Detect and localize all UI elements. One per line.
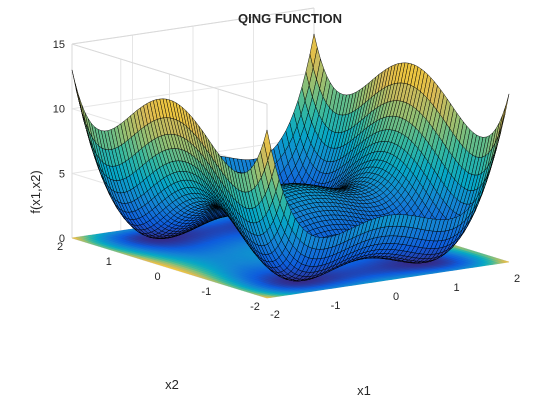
axes-box-edge: [71, 43, 268, 105]
axes-box-edge: [71, 7, 315, 45]
